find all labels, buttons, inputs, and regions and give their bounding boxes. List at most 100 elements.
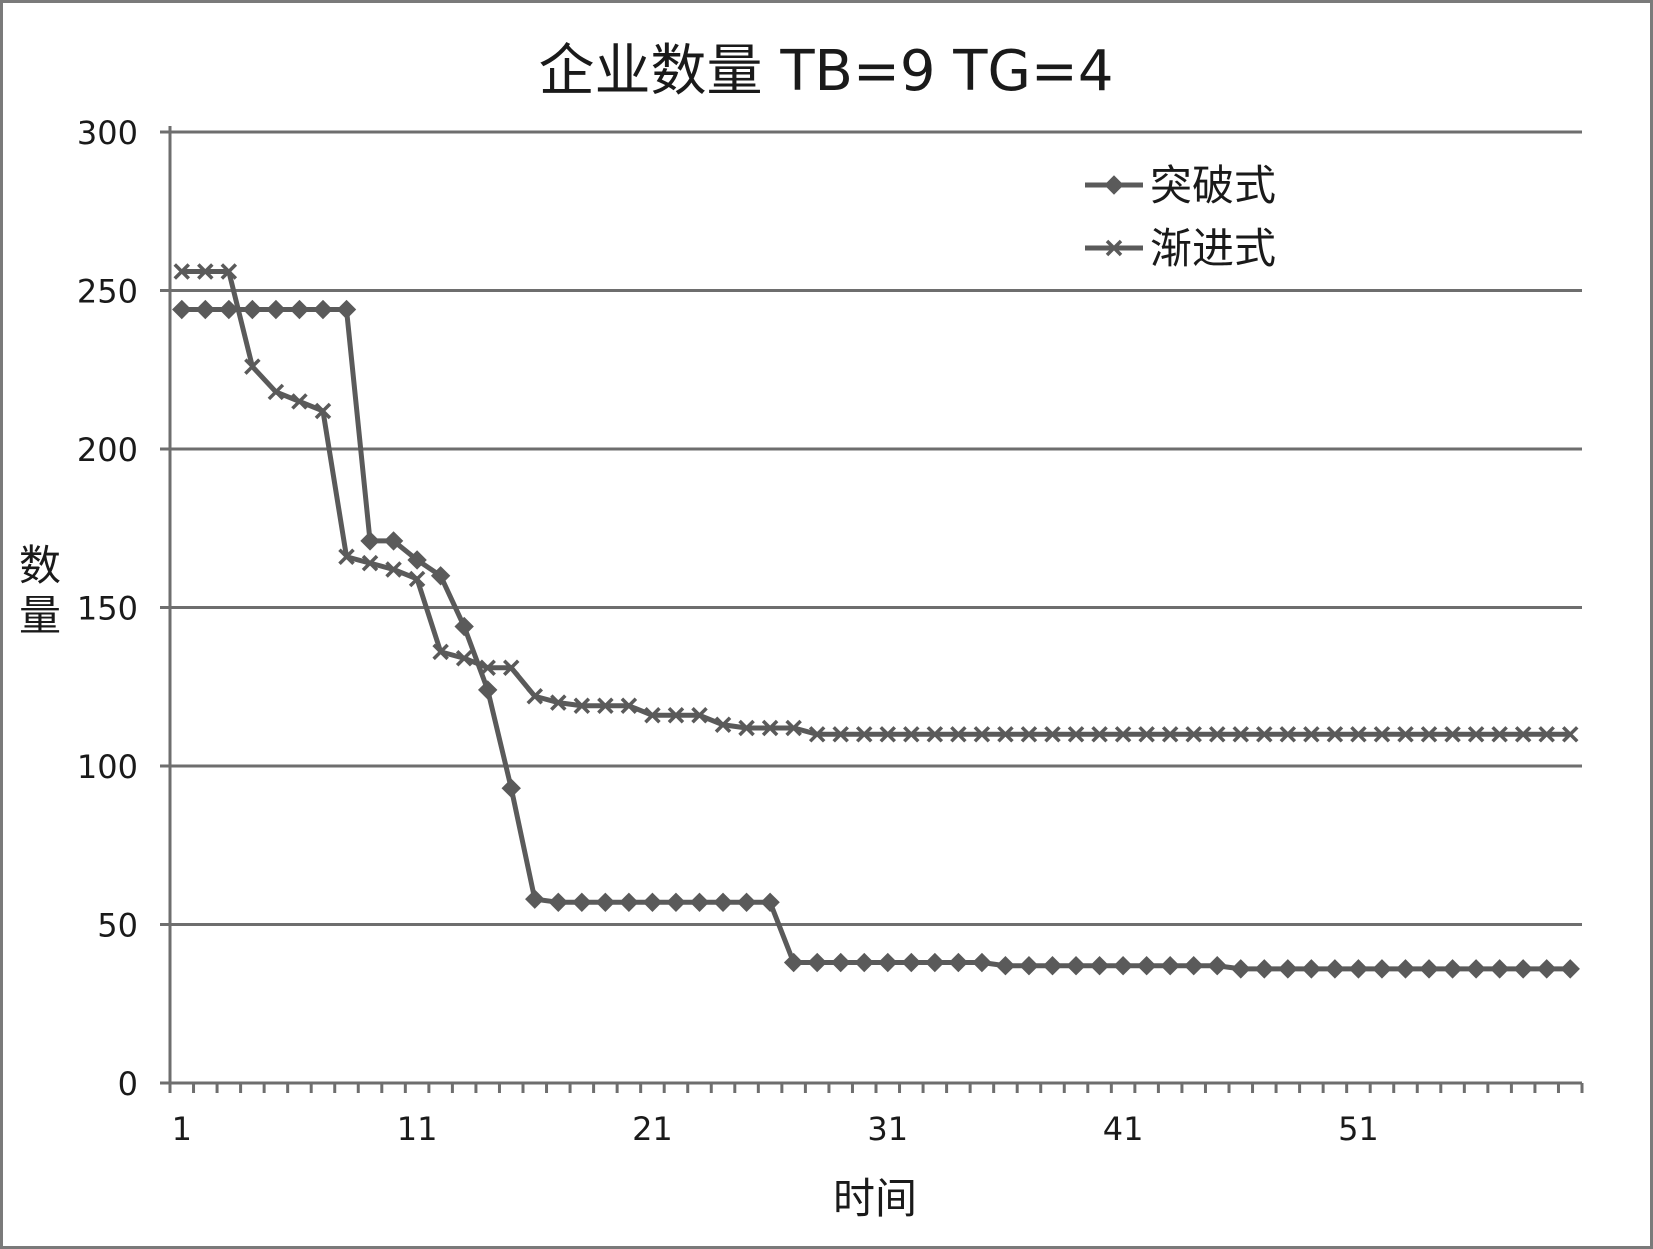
data-point-diamond xyxy=(878,952,898,973)
x-tick-label: 1 xyxy=(172,1110,192,1148)
data-point-diamond xyxy=(266,299,286,320)
data-point-x xyxy=(1326,726,1344,743)
y-tick-label: 50 xyxy=(97,907,138,945)
data-point-x xyxy=(455,649,473,667)
data-point-diamond xyxy=(595,892,616,913)
data-point-diamond xyxy=(995,956,1016,976)
data-point-diamond xyxy=(1325,959,1345,979)
data-point-diamond xyxy=(736,892,757,913)
data-point-x xyxy=(1020,726,1038,743)
data-point-diamond xyxy=(619,892,639,913)
data-point-x xyxy=(1067,726,1085,743)
y-axis-label-char: 量 xyxy=(19,591,61,640)
y-tick-label: 200 xyxy=(77,431,138,469)
data-point-diamond xyxy=(1231,959,1251,979)
data-point-diamond xyxy=(454,616,474,637)
data-point-x xyxy=(1373,726,1391,743)
data-point-diamond xyxy=(783,952,804,973)
x-tick-label: 21 xyxy=(632,1110,673,1148)
data-point-x xyxy=(761,719,779,737)
data-point-x xyxy=(667,707,685,724)
data-point-x xyxy=(385,561,402,578)
data-point-x xyxy=(338,548,355,566)
data-point-diamond xyxy=(1278,959,1298,979)
data-point-x xyxy=(244,358,261,375)
data-point-diamond xyxy=(760,892,780,913)
legend-label: 渐进式 xyxy=(1150,224,1276,273)
data-point-x xyxy=(173,263,191,280)
data-point-x xyxy=(714,716,732,734)
data-point-diamond xyxy=(1442,959,1463,979)
data-point-diamond xyxy=(1113,956,1133,976)
data-point-x xyxy=(1208,726,1226,743)
data-point-x xyxy=(973,726,991,743)
x-tick-label: 31 xyxy=(867,1110,908,1148)
data-point-x xyxy=(1491,726,1508,743)
data-point-x xyxy=(1114,726,1132,743)
data-point-x xyxy=(291,393,308,410)
legend-marker-diamond xyxy=(1104,175,1124,195)
data-point-diamond xyxy=(360,531,380,551)
data-point-diamond xyxy=(383,531,404,551)
series-layer xyxy=(172,263,1580,979)
data-point-x xyxy=(1091,726,1108,743)
data-point-diamond xyxy=(830,952,851,973)
data-point-x xyxy=(1232,726,1250,743)
data-point-x xyxy=(1161,726,1179,743)
data-point-x xyxy=(785,719,802,737)
data-point-x xyxy=(220,263,238,280)
data-point-diamond xyxy=(1066,956,1086,976)
data-point-diamond xyxy=(289,299,310,320)
data-point-diamond xyxy=(336,299,357,320)
data-point-diamond xyxy=(572,892,592,913)
y-tick-label: 0 xyxy=(118,1065,138,1103)
data-point-diamond xyxy=(548,892,569,913)
x-axis-label: 时间 xyxy=(833,1174,917,1223)
data-point-x xyxy=(1279,726,1297,743)
x-tick-label: 41 xyxy=(1103,1110,1144,1148)
data-point-diamond xyxy=(948,952,969,973)
data-point-diamond xyxy=(1019,956,1039,976)
data-point-x xyxy=(550,694,567,711)
data-point-diamond xyxy=(1136,956,1157,976)
data-point-diamond xyxy=(1348,959,1369,979)
data-point-diamond xyxy=(854,952,874,973)
data-point-x xyxy=(1303,726,1320,743)
series-incremental xyxy=(173,263,1579,743)
legend-label: 突破式 xyxy=(1150,161,1276,210)
data-point-x xyxy=(1467,726,1485,743)
data-point-diamond xyxy=(925,952,945,973)
y-tick-label: 150 xyxy=(77,590,138,628)
data-point-x xyxy=(267,383,285,401)
data-point-diamond xyxy=(713,892,733,913)
data-point-diamond xyxy=(195,299,216,320)
data-point-x xyxy=(832,726,849,743)
data-point-x xyxy=(573,697,591,715)
data-point-diamond xyxy=(1536,959,1557,979)
data-point-diamond xyxy=(313,299,333,320)
data-point-x xyxy=(1397,726,1414,743)
y-axis-label: 数量 xyxy=(19,541,61,640)
data-point-x xyxy=(855,726,873,743)
data-point-diamond xyxy=(1183,956,1204,976)
y-tick-label: 250 xyxy=(77,273,138,311)
data-point-diamond xyxy=(1466,959,1486,979)
data-point-diamond xyxy=(1395,959,1416,979)
data-point-x xyxy=(1444,726,1461,743)
y-tick-label: 100 xyxy=(77,748,138,786)
series-breakthrough xyxy=(172,299,1580,979)
data-point-x xyxy=(644,707,661,724)
data-point-x xyxy=(879,726,897,743)
gridlines xyxy=(160,130,1582,926)
x-tick-label: 51 xyxy=(1338,1110,1379,1148)
data-point-diamond xyxy=(1254,959,1275,979)
data-point-x xyxy=(926,726,944,743)
data-point-diamond xyxy=(666,892,686,913)
data-point-diamond xyxy=(1301,959,1322,979)
data-point-x xyxy=(950,726,967,743)
data-point-diamond xyxy=(172,299,192,320)
data-point-diamond xyxy=(525,889,545,909)
